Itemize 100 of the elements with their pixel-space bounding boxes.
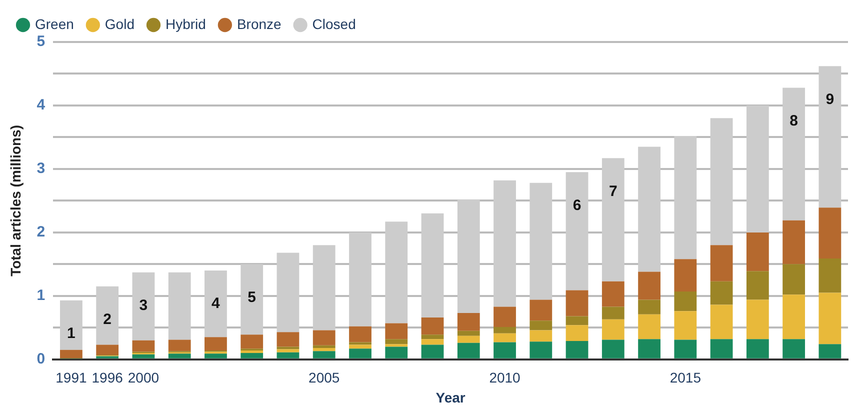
annotation: 5 [248,288,256,306]
bar [602,306,624,320]
bar [530,330,552,342]
bar [132,340,155,352]
bar [494,342,516,358]
annotation: 6 [572,196,582,214]
bar [349,326,372,342]
legend-label: Bronze [236,16,282,32]
bar [457,199,480,314]
bar [312,348,336,352]
bar [385,339,408,344]
bar [276,346,300,350]
bar [818,344,842,358]
x-tick-label: 1996 [92,370,124,386]
bar [494,306,516,328]
bar [385,346,408,358]
x-tick-label: 2000 [128,370,160,386]
bar [782,339,806,358]
bar [457,342,480,358]
bar [494,180,516,307]
x-tick-label: 2010 [489,370,521,386]
bar [746,105,769,232]
bar [710,339,733,358]
legend-label: Hybrid [165,16,206,32]
bar [638,314,660,340]
x-tick-label: 2015 [670,370,702,386]
y-tick-label: 1 [36,287,46,304]
legend-label: Closed [312,16,356,32]
bar [566,340,588,358]
bar [421,339,444,345]
legend-label: Gold [104,16,134,32]
bar [349,344,372,349]
bar [818,66,842,208]
bar [276,352,300,358]
bar [421,213,444,318]
x-tick-label: 1991 [56,370,87,386]
bar [204,354,227,358]
bar [674,340,697,358]
bar [240,264,264,335]
bar [421,318,444,335]
bar [710,304,733,340]
bar [566,325,588,341]
bar [457,313,480,331]
bar [746,271,769,300]
bar [674,259,697,292]
bar [638,339,660,358]
bar [96,344,119,355]
y-axis-title: Total articles (millions) [7,124,24,276]
bar [782,294,806,340]
bar [638,146,660,272]
bar [602,340,624,358]
bar [710,118,733,246]
bar [349,232,372,326]
bar [96,286,119,345]
bar [782,220,806,264]
bar [240,350,264,354]
bar [710,245,733,282]
annotation: 1 [67,325,76,342]
annotation: 2 [103,311,112,328]
bar [312,245,336,330]
bar [818,292,842,344]
bar [457,336,480,343]
bar [494,333,516,342]
bar [240,334,264,349]
bar [168,354,191,358]
bar [457,330,480,336]
bar [168,340,191,352]
y-tick-label: 3 [36,160,46,178]
bar [132,272,155,340]
annotation: 7 [608,182,618,200]
bar [566,290,588,316]
bar [746,232,769,272]
bar [385,323,408,340]
annotation: 8 [790,112,798,130]
bar [818,258,842,293]
y-tick-label: 4 [36,96,46,114]
bar [349,348,372,358]
bar [530,182,552,300]
bar [421,334,444,340]
bar [204,337,227,351]
bar [276,349,300,352]
bar [674,291,697,312]
bar [566,172,588,290]
bar [132,354,155,358]
bar [312,330,336,346]
x-tick-label: 2005 [308,370,340,386]
bar [276,332,300,347]
bar [530,320,552,330]
bar [312,345,336,348]
annotation: 3 [139,297,148,314]
bar [782,88,806,220]
legend-label: Green [35,16,74,32]
bar [566,316,588,326]
bar [746,300,769,340]
x-axis-title: Year [436,389,466,406]
bar [746,339,769,358]
bar [60,350,82,359]
bar [312,351,336,358]
bar [674,311,697,340]
bar [710,281,733,305]
